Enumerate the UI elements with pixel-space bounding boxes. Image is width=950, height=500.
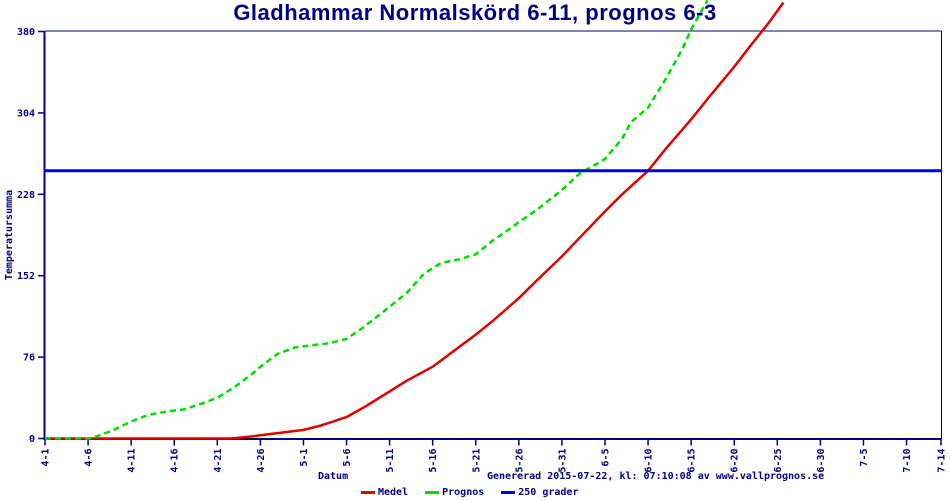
x-tick-label: 7-5	[859, 449, 870, 467]
x-tick-label: 5-11	[385, 449, 396, 473]
legend-item-prognos: Prognos	[425, 487, 484, 498]
medel-line	[45, 1, 785, 440]
prognos-line	[45, 0, 709, 440]
x-tick-label: 4-26	[256, 449, 267, 473]
x-tick-label: 7-10	[902, 449, 913, 473]
x-tick-label: 4-21	[213, 449, 224, 473]
y-tick-label: 0	[29, 434, 35, 445]
legend-item-250-grader: 250 grader	[501, 487, 578, 498]
x-tick-label: 5-26	[514, 449, 525, 473]
x-tick-label: 6-25	[773, 449, 784, 473]
legend-label-medel: Medel	[378, 486, 409, 498]
y-axis-title: Temperatursumma	[4, 190, 15, 280]
x-tick-label: 4-11	[127, 449, 138, 473]
y-tick-label: 304	[17, 108, 35, 119]
x-tick-label: 5-31	[557, 449, 568, 473]
y-tick-label: 152	[17, 271, 35, 282]
chart-title: Gladhammar Normalskörd 6-11, prognos 6-3	[233, 0, 717, 25]
x-tick-label: 4-6	[84, 449, 95, 467]
chart-legend: Medel Prognos 250 grader	[361, 486, 595, 498]
x-tick-label: 6-10	[644, 449, 655, 473]
x-tick-label: 6-5	[601, 449, 612, 467]
legend-label-250-grader: 250 grader	[518, 486, 579, 498]
x-tick-label: 6-15	[687, 449, 698, 473]
x-tick-label: 5-6	[342, 449, 353, 467]
y-tick-label: 380	[17, 27, 35, 38]
y-tick-label: 228	[17, 190, 35, 201]
x-tick-label: 5-1	[299, 449, 310, 467]
legend-item-medel: Medel	[361, 487, 408, 498]
x-tick-label: 6-20	[730, 449, 741, 473]
prognos-line-swatch-icon	[425, 490, 440, 494]
legend-label-prognos: Prognos	[442, 486, 485, 498]
footer-generated-text: Genererad 2015-07-22, kl: 07:10:08 av ww…	[487, 471, 825, 482]
medel-line-swatch-icon	[361, 490, 375, 494]
threshold-line-swatch-icon	[501, 490, 516, 494]
x-tick-label: 7-14	[937, 449, 948, 473]
x-axis-title: Datum	[318, 471, 349, 482]
x-tick-label: 4-1	[41, 449, 52, 467]
y-tick-label: 76	[23, 353, 35, 364]
x-tick-label: 4-16	[170, 449, 181, 473]
x-tick-label: 5-16	[428, 449, 439, 473]
x-tick-label: 5-21	[471, 449, 482, 473]
x-tick-label: 6-30	[816, 449, 827, 473]
